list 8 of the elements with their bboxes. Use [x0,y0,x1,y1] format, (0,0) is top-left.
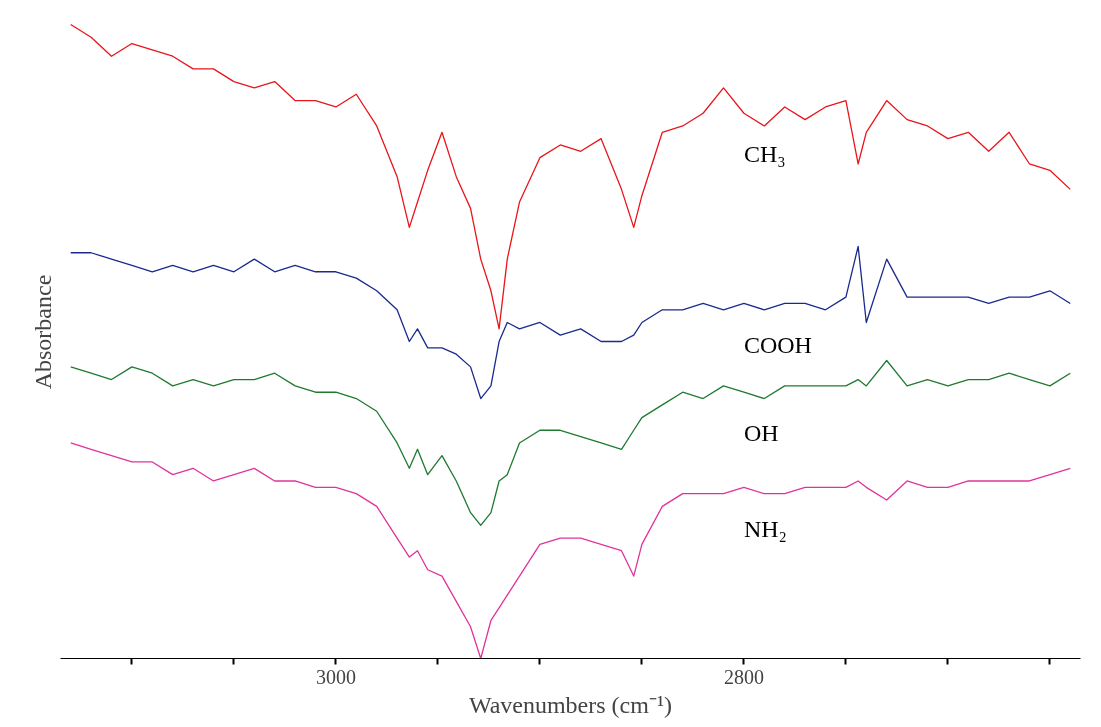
x-tick-label: 2800 [723,665,764,688]
x-axis-title: Wavenumbers (cm⁻¹) [468,691,673,718]
series-label: OH [743,420,779,447]
series-label: COOH [743,331,812,358]
series-label: NH₂ [743,515,787,542]
series-label: CH₃ [743,141,786,168]
x-tick-label: 3000 [315,665,356,688]
y-axis-title: Absorbance [29,274,56,390]
